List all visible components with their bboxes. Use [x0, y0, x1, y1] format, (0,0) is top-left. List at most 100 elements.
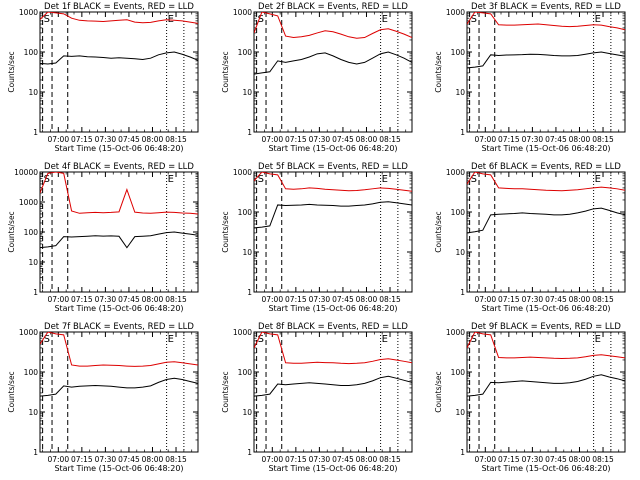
chart-panel: Det 1f BLACK = Events, RED = LLD 1 10 100 10…	[7, 2, 199, 153]
x-tick-label: 08:15	[592, 135, 614, 144]
x-tick-label: 08:15	[165, 135, 187, 144]
events-series-line	[467, 51, 625, 69]
marker-label: S	[44, 334, 50, 345]
events-series-line	[40, 377, 198, 397]
y-tick-label: 1	[33, 448, 38, 457]
lld-series-line	[40, 172, 198, 215]
x-tick-label: 07:45	[332, 135, 354, 144]
marker-label: S	[471, 174, 477, 185]
x-tick-label: 07:45	[332, 295, 354, 304]
x-axis-label: Start Time (15-Oct-06 06:48:20)	[54, 304, 183, 313]
y-axis-label: Counts/sec	[7, 371, 16, 412]
x-axis-label: Start Time (15-Oct-06 06:48:20)	[481, 304, 610, 313]
y-tick-label: 100	[238, 48, 253, 57]
chart-title: Det 3f BLACK = Events, RED = LLD	[471, 2, 621, 12]
events-series-line	[467, 207, 625, 234]
x-tick-label: 07:00	[47, 455, 69, 464]
x-tick-label: 08:15	[379, 295, 401, 304]
y-tick-label: 100	[451, 368, 466, 377]
marker-label: S	[44, 174, 50, 185]
x-tick-label: 07:00	[474, 455, 496, 464]
plot-frame	[466, 171, 626, 293]
x-tick-label: 07:00	[474, 295, 496, 304]
y-tick-label: 1	[460, 288, 465, 297]
x-tick-label: 08:00	[142, 295, 164, 304]
chart-title: Det 2f BLACK = Events, RED = LLD	[258, 2, 408, 12]
chart-title: Det 1f BLACK = Events, RED = LLD	[44, 2, 194, 12]
chart-title: Det 5f BLACK = Events, RED = LLD	[258, 162, 408, 172]
chart-title: Det 7f BLACK = Events, RED = LLD	[44, 322, 194, 332]
y-tick-label: 1000	[233, 8, 252, 17]
events-series-line	[40, 51, 198, 65]
x-tick-label: 08:00	[142, 135, 164, 144]
plot-frame	[253, 11, 413, 133]
y-tick-label: 1	[460, 128, 465, 137]
x-tick-label: 07:15	[71, 295, 93, 304]
x-tick-label: 07:00	[47, 295, 69, 304]
y-tick-label: 1	[33, 128, 38, 137]
x-tick-label: 07:45	[332, 455, 354, 464]
marker-label: S	[258, 174, 264, 185]
chart-panel: Det 6f BLACK = Events, RED = LLD 1 10 100 10…	[434, 162, 626, 313]
x-tick-label: 07:15	[71, 135, 93, 144]
x-tick-label: 07:30	[522, 135, 544, 144]
y-tick-label: 10	[242, 408, 252, 417]
marker-label: S	[471, 334, 477, 345]
y-tick-label: 1000	[19, 328, 38, 337]
x-tick-label: 07:15	[285, 295, 307, 304]
y-tick-label: 1	[247, 128, 252, 137]
chart-panel: Det 2f BLACK = Events, RED = LLD 1 10 100 10…	[221, 2, 413, 153]
y-tick-label: 1	[33, 288, 38, 297]
x-axis-label: Start Time (15-Oct-06 06:48:20)	[268, 304, 397, 313]
x-tick-label: 07:30	[95, 455, 117, 464]
y-tick-label: 1000	[446, 328, 465, 337]
x-tick-label: 07:00	[261, 455, 283, 464]
marker-label: E	[168, 334, 174, 345]
x-tick-label: 07:15	[71, 455, 93, 464]
y-axis-label: Counts/sec	[221, 211, 230, 252]
y-tick-label: 10	[28, 408, 38, 417]
chart-panel: Det 7f BLACK = Events, RED = LLD 1 10 100 10…	[7, 322, 199, 473]
x-tick-label: 07:15	[498, 135, 520, 144]
x-tick-label: 07:15	[498, 295, 520, 304]
x-tick-label: 07:15	[285, 135, 307, 144]
lld-series-line	[40, 332, 198, 367]
y-tick-label: 100	[24, 48, 39, 57]
x-tick-label: 08:00	[356, 135, 378, 144]
y-tick-label: 1000	[19, 8, 38, 17]
marker-label: E	[595, 174, 601, 185]
marker-label: E	[595, 14, 601, 25]
y-tick-label: 1000	[233, 168, 252, 177]
y-axis-label: Counts/sec	[7, 51, 16, 92]
lld-series-line	[254, 172, 412, 192]
lld-series-line	[254, 12, 412, 39]
lld-series-line	[467, 332, 625, 359]
x-tick-label: 07:45	[118, 135, 140, 144]
x-tick-label: 07:00	[261, 135, 283, 144]
y-tick-label: 100	[238, 368, 253, 377]
x-tick-label: 07:30	[522, 295, 544, 304]
plot-frame	[253, 331, 413, 453]
marker-label: S	[258, 14, 264, 25]
y-tick-label: 10	[455, 88, 465, 97]
events-series-line	[254, 375, 412, 397]
y-tick-label: 10	[28, 258, 38, 267]
x-tick-label: 08:15	[592, 295, 614, 304]
marker-label: E	[168, 14, 174, 25]
lld-series-line	[254, 332, 412, 365]
y-tick-label: 100	[238, 208, 253, 217]
plot-frame	[39, 331, 199, 453]
plot-frame	[253, 171, 413, 293]
y-tick-label: 1000	[446, 168, 465, 177]
y-tick-label: 100	[451, 48, 466, 57]
x-tick-label: 07:00	[474, 135, 496, 144]
events-series-line	[40, 231, 198, 249]
chart-panel: Det 4f BLACK = Events, RED = LLD 1 10 100 10…	[7, 162, 199, 313]
chart-panel: Det 3f BLACK = Events, RED = LLD 1 10 100 10…	[434, 2, 626, 153]
y-axis-label: Counts/sec	[221, 51, 230, 92]
chart-panel: Det 8f BLACK = Events, RED = LLD 1 10 100 10…	[221, 322, 413, 473]
marker-label: E	[382, 334, 388, 345]
y-tick-label: 100	[24, 228, 39, 237]
x-tick-label: 07:30	[95, 135, 117, 144]
